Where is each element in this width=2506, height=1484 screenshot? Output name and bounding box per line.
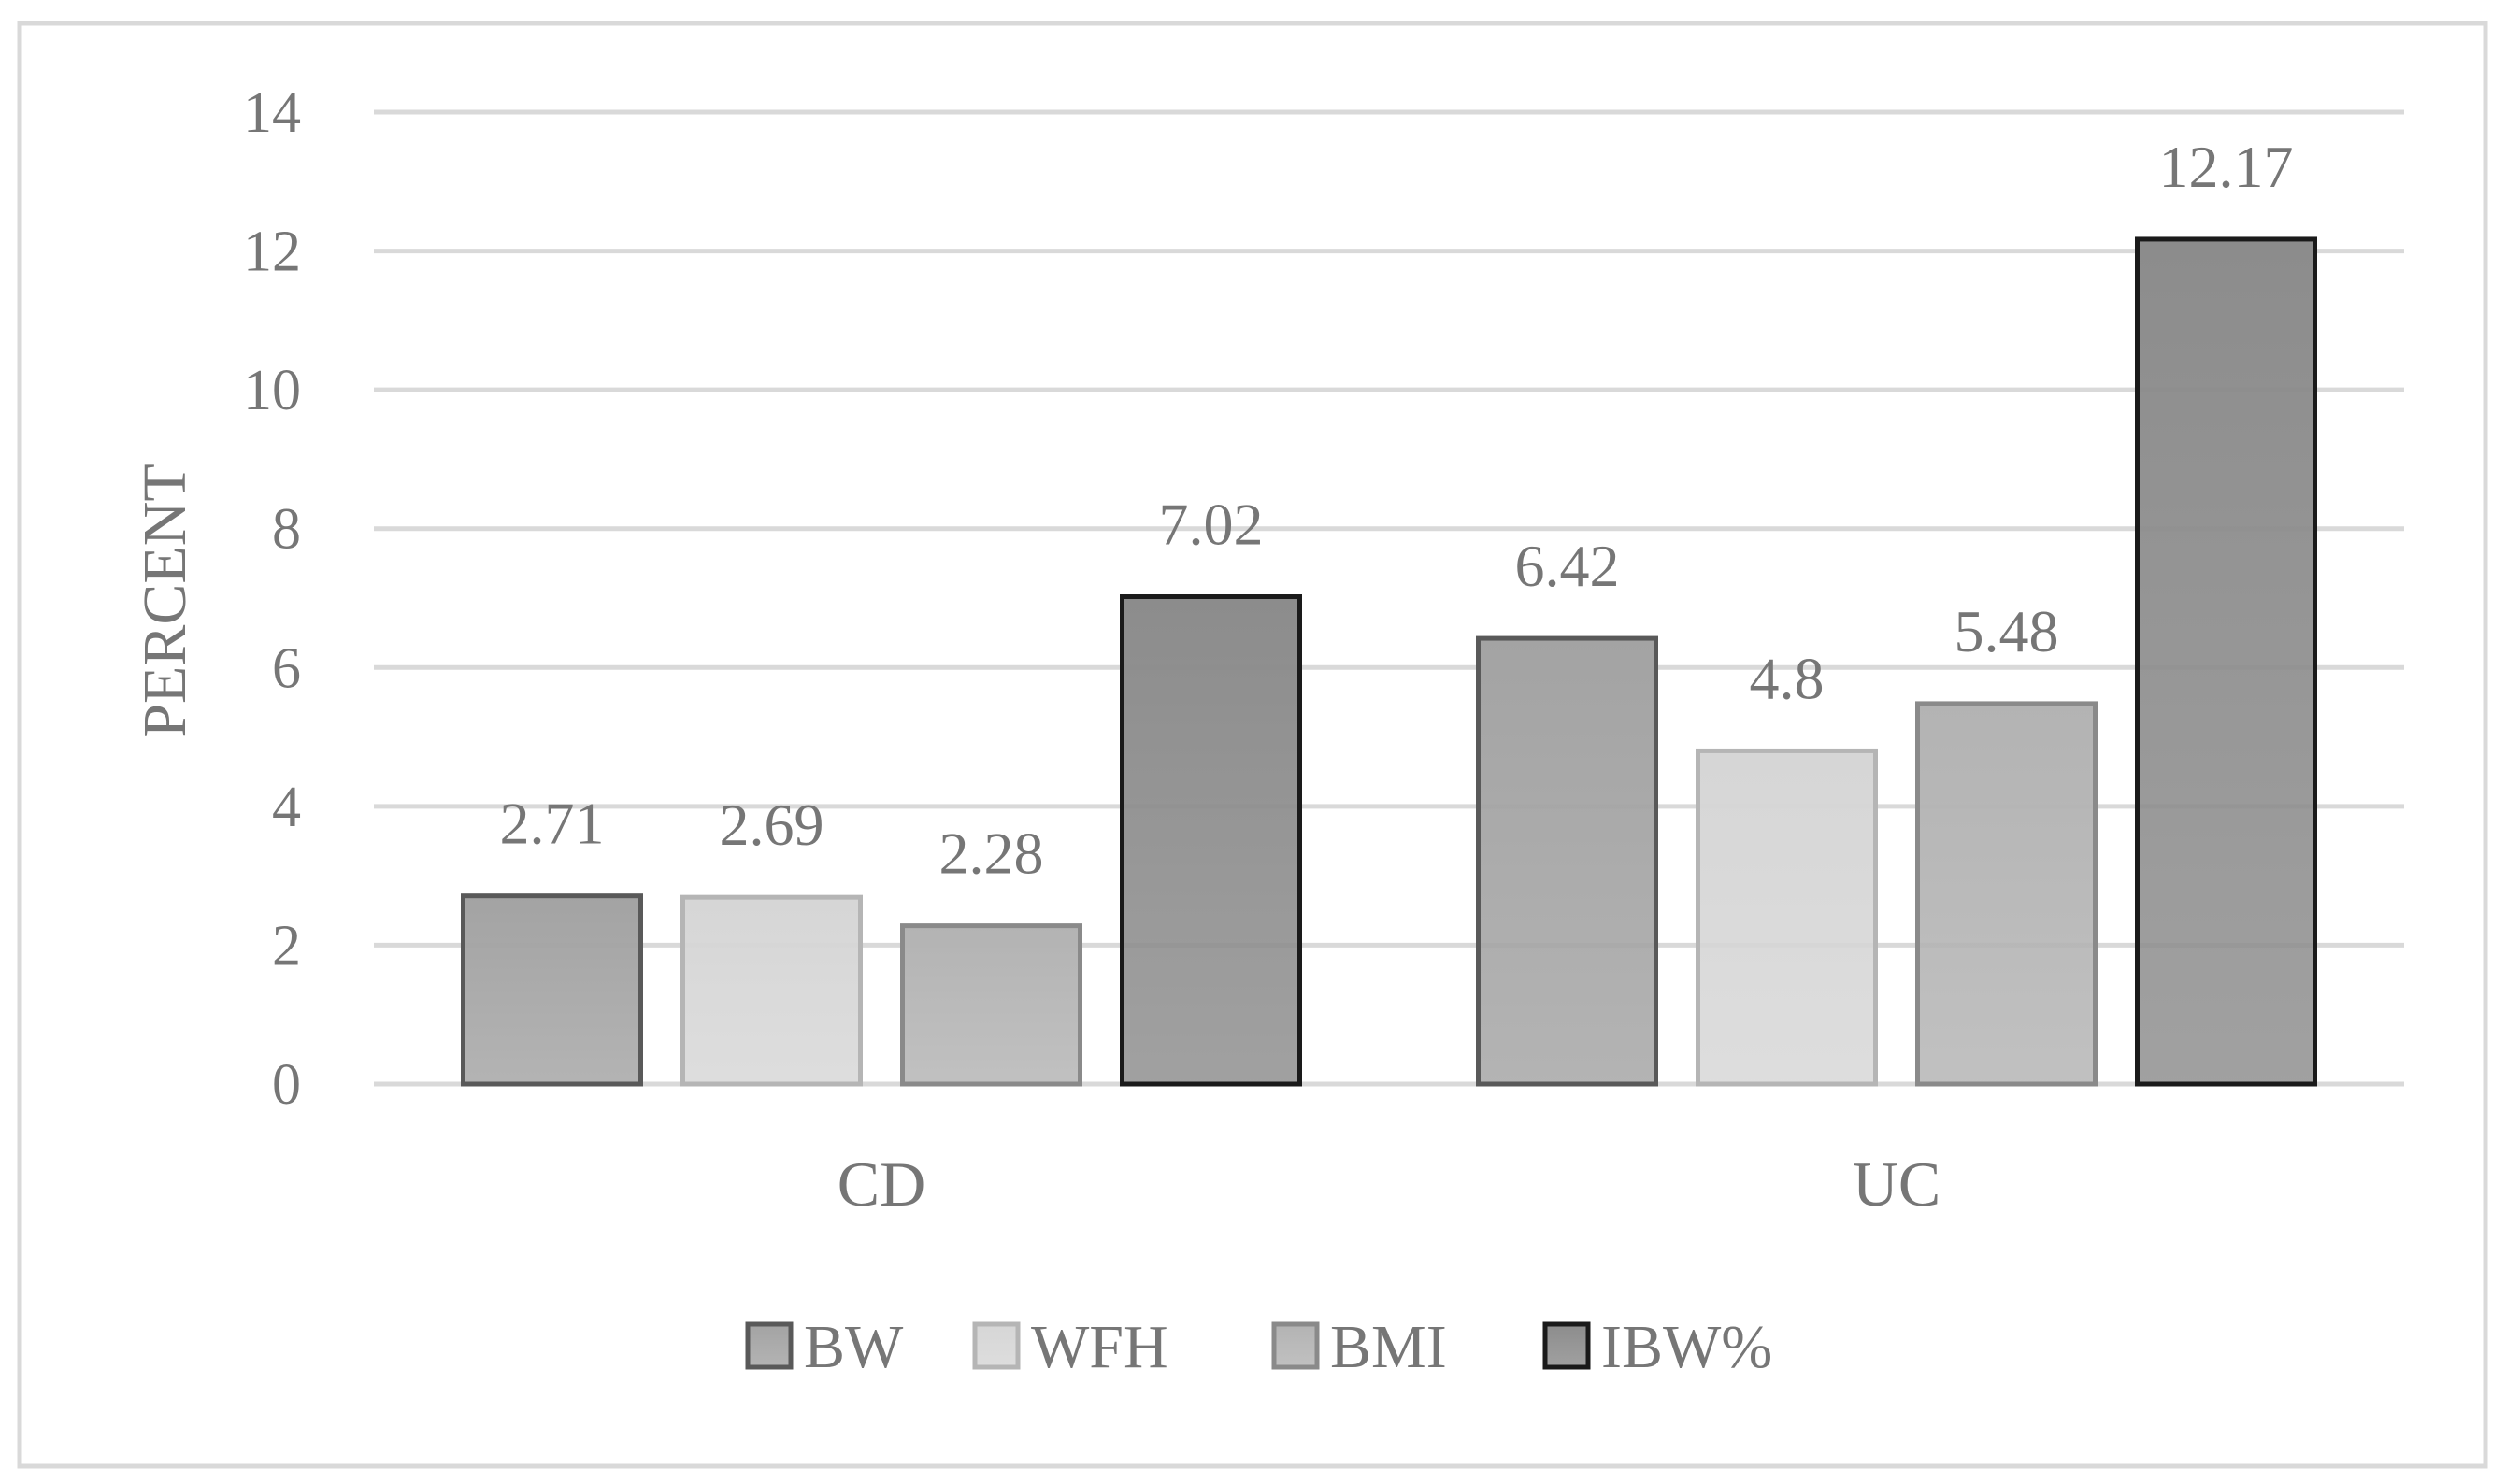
bar-bw-uc: [1476, 635, 1658, 1087]
legend: BW WFH BMI IBW%: [745, 1313, 1772, 1381]
legend-label: BW: [804, 1313, 904, 1381]
legend-label: BMI: [1330, 1313, 1447, 1381]
y-tick-label: 14: [243, 81, 301, 145]
data-label: 2.69: [720, 792, 824, 858]
x-category-label: UC: [1853, 1149, 1940, 1220]
y-tick-label: 2: [272, 914, 301, 977]
bars: [461, 236, 2317, 1087]
legend-swatch-ibw: [1542, 1321, 1591, 1370]
y-tick-label: 10: [243, 359, 301, 422]
data-labels: 2.71 2.69 2.28 7.02 6.42 4.8 5.48 12.17: [500, 134, 2294, 887]
data-label: 7.02: [1159, 492, 1264, 558]
bar-wfh-uc: [1696, 748, 1878, 1087]
legend-label: WFH: [1031, 1313, 1168, 1381]
bar-bmi-cd: [900, 923, 1082, 1087]
data-label: 2.71: [500, 791, 605, 857]
bar-bmi-uc: [1915, 701, 2098, 1087]
y-tick-label: 0: [272, 1053, 301, 1117]
bar-bw-cd: [461, 893, 643, 1087]
legend-label: IBW%: [1601, 1313, 1772, 1381]
bar-ibw-uc: [2135, 236, 2317, 1087]
bar-wfh-cd: [680, 894, 863, 1087]
legend-swatch-wfh: [972, 1321, 1021, 1370]
legend-swatch-bw: [745, 1321, 794, 1370]
data-label: 6.42: [1515, 533, 1620, 599]
y-tick-label: 6: [272, 636, 301, 700]
data-label: 12.17: [2159, 134, 2294, 200]
y-axis-ticks: 0 2 4 6 8 10 12 14: [243, 81, 301, 1117]
y-tick-label: 4: [272, 776, 301, 839]
x-axis-categories: CD UC: [838, 1149, 1940, 1220]
legend-swatch-bmi: [1271, 1321, 1320, 1370]
data-label: 4.8: [1750, 645, 1825, 711]
y-axis-title: PERCENT: [131, 464, 199, 737]
x-category-label: CD: [838, 1149, 925, 1220]
bar-ibw-cd: [1120, 594, 1302, 1087]
y-tick-label: 8: [272, 498, 301, 562]
data-label: 5.48: [1955, 598, 2059, 664]
data-label: 2.28: [939, 820, 1044, 887]
y-tick-label: 12: [243, 221, 301, 284]
